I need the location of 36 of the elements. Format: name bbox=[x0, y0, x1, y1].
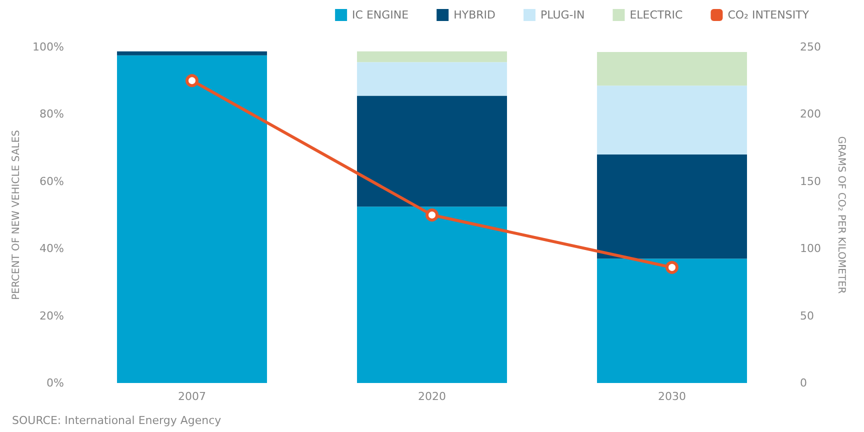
bar bbox=[117, 55, 267, 383]
x-tick-label: 2007 bbox=[178, 390, 206, 403]
source-note: SOURCE: International Energy Agency bbox=[12, 414, 222, 427]
point bbox=[186, 74, 198, 88]
y2-tick-label: 200 bbox=[800, 108, 821, 121]
legend-label: CO₂ INTENSITY bbox=[728, 8, 810, 22]
y2-tick-label: 250 bbox=[800, 40, 821, 54]
bar bbox=[597, 86, 747, 155]
bar bbox=[357, 62, 507, 96]
y2-tick-label: 100 bbox=[800, 242, 821, 256]
bar bbox=[357, 96, 507, 207]
y2-tick-label: 50 bbox=[800, 309, 814, 322]
legend-label: IC ENGINE bbox=[352, 8, 409, 22]
y2-axis-title: GRAMS OF CO₂ PER KILOMETER bbox=[836, 136, 846, 294]
point bbox=[666, 260, 678, 274]
y2-tick-label: 0 bbox=[800, 376, 807, 390]
y2-tick-label: 150 bbox=[800, 174, 821, 188]
y-tick-label: 80% bbox=[40, 108, 64, 121]
bar bbox=[597, 154, 747, 259]
y-axis-title: PERCENT OF NEW VEHICLE SALES bbox=[11, 130, 22, 300]
y-tick-label: 0% bbox=[46, 376, 64, 390]
y-tick-label: 100% bbox=[32, 40, 64, 54]
x-tick-label: 2020 bbox=[418, 390, 446, 403]
y-tick-label: 40% bbox=[40, 242, 64, 256]
bar bbox=[597, 258, 747, 383]
bar bbox=[117, 51, 267, 56]
y-tick-label: 60% bbox=[40, 174, 64, 188]
y-tick-label: 20% bbox=[40, 309, 64, 322]
x-tick-label: 2030 bbox=[658, 390, 686, 403]
bar bbox=[357, 51, 507, 62]
legend-label: HYBRID bbox=[454, 8, 496, 22]
legend-label: ELECTRIC bbox=[630, 8, 684, 22]
legend-label: PLUG-IN bbox=[540, 8, 585, 22]
bar bbox=[357, 206, 507, 383]
bar bbox=[597, 52, 747, 86]
point bbox=[426, 208, 438, 222]
